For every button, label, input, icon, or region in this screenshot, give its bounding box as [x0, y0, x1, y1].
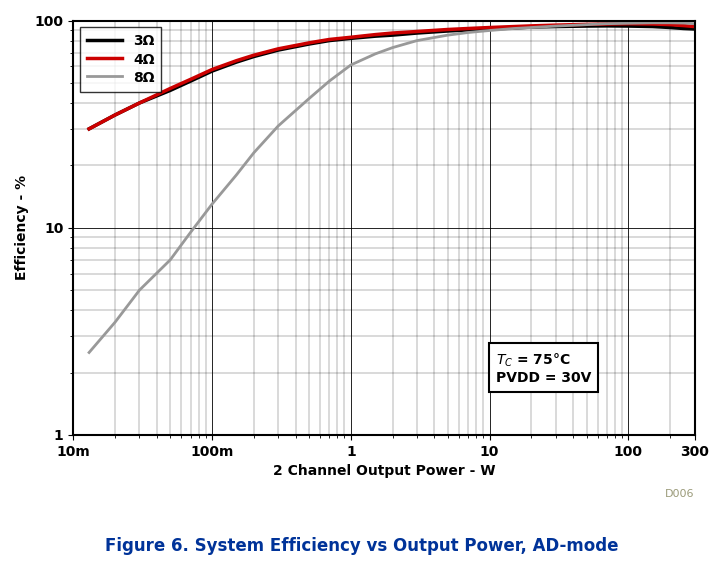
8Ω — [166, 256, 174, 263]
4Ω — [111, 112, 119, 118]
3Ω — [527, 24, 536, 30]
8Ω — [527, 24, 536, 31]
3Ω — [111, 112, 119, 118]
4Ω — [582, 21, 591, 27]
8Ω — [388, 44, 397, 51]
4Ω — [464, 25, 473, 32]
3Ω — [208, 68, 216, 75]
Line: 4Ω: 4Ω — [89, 24, 694, 129]
Line: 3Ω: 3Ω — [89, 26, 694, 129]
4Ω — [166, 85, 174, 92]
Legend: 3Ω, 4Ω, 8Ω: 3Ω, 4Ω, 8Ω — [80, 27, 161, 91]
4Ω — [649, 21, 657, 27]
8Ω — [444, 32, 452, 39]
4Ω — [679, 22, 688, 29]
4Ω — [208, 66, 216, 73]
Line: 8Ω: 8Ω — [89, 23, 694, 352]
8Ω — [464, 29, 473, 36]
3Ω — [135, 100, 144, 107]
8Ω — [135, 287, 144, 293]
3Ω — [582, 22, 591, 29]
8Ω — [325, 78, 334, 85]
3Ω — [485, 26, 494, 33]
Text: Figure 6. System Efficiency vs Output Power, AD-mode: Figure 6. System Efficiency vs Output Po… — [105, 537, 619, 555]
8Ω — [510, 25, 518, 32]
3Ω — [85, 126, 93, 132]
4Ω — [552, 22, 560, 29]
4Ω — [602, 21, 611, 27]
4Ω — [186, 76, 195, 82]
8Ω — [485, 27, 494, 34]
Y-axis label: Efficiency - %: Efficiency - % — [15, 175, 29, 280]
3Ω — [602, 22, 611, 29]
3Ω — [510, 25, 518, 31]
4Ω — [135, 100, 144, 107]
4Ω — [485, 24, 494, 31]
8Ω — [186, 229, 195, 236]
8Ω — [111, 319, 119, 325]
8Ω — [582, 21, 591, 28]
3Ω — [371, 33, 379, 40]
8Ω — [649, 20, 657, 26]
4Ω — [85, 126, 93, 132]
3Ω — [413, 30, 421, 36]
4Ω — [250, 52, 258, 58]
4Ω — [325, 36, 334, 43]
Text: $T_C$ = 75°C
PVDD = 30V: $T_C$ = 75°C PVDD = 30V — [496, 352, 591, 385]
4Ω — [624, 20, 633, 27]
8Ω — [85, 349, 93, 356]
8Ω — [624, 20, 633, 26]
3Ω — [232, 59, 241, 66]
3Ω — [666, 24, 675, 31]
4Ω — [305, 39, 313, 46]
4Ω — [232, 57, 241, 64]
4Ω — [413, 28, 421, 35]
8Ω — [232, 172, 241, 178]
3Ω — [690, 26, 699, 33]
4Ω — [274, 45, 282, 52]
3Ω — [444, 27, 452, 34]
8Ω — [274, 122, 282, 129]
4Ω — [510, 23, 518, 30]
3Ω — [624, 22, 633, 29]
Text: D006: D006 — [665, 489, 694, 499]
4Ω — [347, 34, 355, 40]
4Ω — [666, 21, 675, 28]
8Ω — [666, 20, 675, 26]
3Ω — [305, 40, 313, 47]
3Ω — [250, 53, 258, 60]
4Ω — [388, 30, 397, 36]
3Ω — [325, 37, 334, 44]
8Ω — [305, 95, 313, 102]
3Ω — [166, 87, 174, 94]
3Ω — [464, 26, 473, 33]
3Ω — [649, 23, 657, 30]
3Ω — [552, 23, 560, 30]
4Ω — [527, 22, 536, 29]
8Ω — [250, 149, 258, 156]
8Ω — [679, 20, 688, 26]
3Ω — [347, 35, 355, 42]
4Ω — [690, 23, 699, 30]
4Ω — [444, 26, 452, 33]
3Ω — [274, 47, 282, 53]
8Ω — [690, 20, 699, 27]
4Ω — [371, 31, 379, 38]
3Ω — [679, 25, 688, 32]
8Ω — [347, 62, 355, 68]
8Ω — [413, 37, 421, 44]
3Ω — [388, 32, 397, 39]
X-axis label: 2 Channel Output Power - W: 2 Channel Output Power - W — [273, 465, 495, 478]
8Ω — [371, 50, 379, 57]
8Ω — [208, 201, 216, 208]
8Ω — [552, 22, 560, 29]
8Ω — [602, 20, 611, 27]
3Ω — [186, 78, 195, 85]
